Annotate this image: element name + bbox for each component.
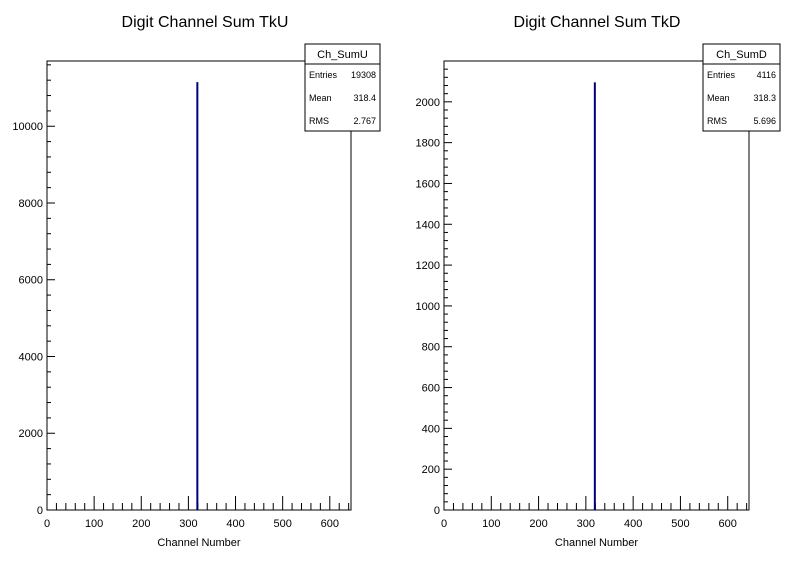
stats-label: RMS (309, 116, 329, 126)
x-tick-label: 100 (85, 518, 103, 530)
stats-value: 318.4 (353, 93, 376, 103)
stats-value: 2.767 (353, 116, 376, 126)
y-tick-label: 200 (422, 464, 440, 476)
x-tick-label: 500 (671, 518, 689, 530)
x-tick-label: 600 (719, 518, 737, 530)
y-tick-label: 600 (422, 383, 440, 395)
x-tick-label: 100 (482, 518, 500, 530)
chart-title: Digit Channel Sum TkD (514, 14, 681, 31)
stats-box (702, 43, 781, 132)
stats-value: 318.3 (753, 93, 776, 103)
x-tick-label: 200 (529, 518, 547, 530)
x-tick-label: 500 (273, 518, 291, 530)
y-tick-label: 800 (422, 342, 440, 354)
y-tick-label: 0 (37, 505, 43, 517)
y-tick-label: 6000 (19, 275, 43, 287)
stats-label: RMS (707, 116, 727, 126)
stats-value: 19308 (351, 70, 376, 80)
y-tick-label: 1400 (416, 219, 440, 231)
y-tick-label: 4000 (19, 351, 43, 363)
y-tick-label: 400 (422, 423, 440, 435)
y-tick-label: 1000 (416, 301, 440, 313)
x-tick-label: 600 (321, 518, 339, 530)
plot-frame (46, 60, 352, 511)
x-tick-label: 300 (577, 518, 595, 530)
stats-value: 4116 (757, 70, 776, 80)
y-tick-label: 0 (434, 505, 440, 517)
y-tick-label: 2000 (416, 97, 440, 109)
x-tick-label: 400 (226, 518, 244, 530)
stats-label: Mean (707, 93, 730, 103)
stats-box (304, 43, 381, 132)
y-tick-label: 1800 (416, 138, 440, 150)
stats-label: Entries (707, 70, 736, 80)
y-tick-label: 8000 (19, 198, 43, 210)
stats-name: Ch_SumD (716, 49, 767, 61)
x-axis-label: Channel Number (157, 537, 240, 549)
x-tick-label: 200 (132, 518, 150, 530)
x-axis-label: Channel Number (555, 537, 638, 549)
x-tick-label: 0 (44, 518, 50, 530)
y-tick-label: 10000 (12, 121, 43, 133)
stats-value: 5.696 (753, 116, 776, 126)
plot-frame (443, 60, 750, 511)
y-tick-label: 1200 (416, 260, 440, 272)
y-tick-label: 1600 (416, 178, 440, 190)
y-tick-label: 2000 (19, 428, 43, 440)
stats-name: Ch_SumU (317, 49, 368, 61)
stats-label: Mean (309, 93, 332, 103)
x-tick-label: 400 (624, 518, 642, 530)
stats-label: Entries (309, 70, 338, 80)
x-tick-label: 0 (441, 518, 447, 530)
x-tick-label: 300 (179, 518, 197, 530)
chart-title: Digit Channel Sum TkU (122, 14, 289, 31)
